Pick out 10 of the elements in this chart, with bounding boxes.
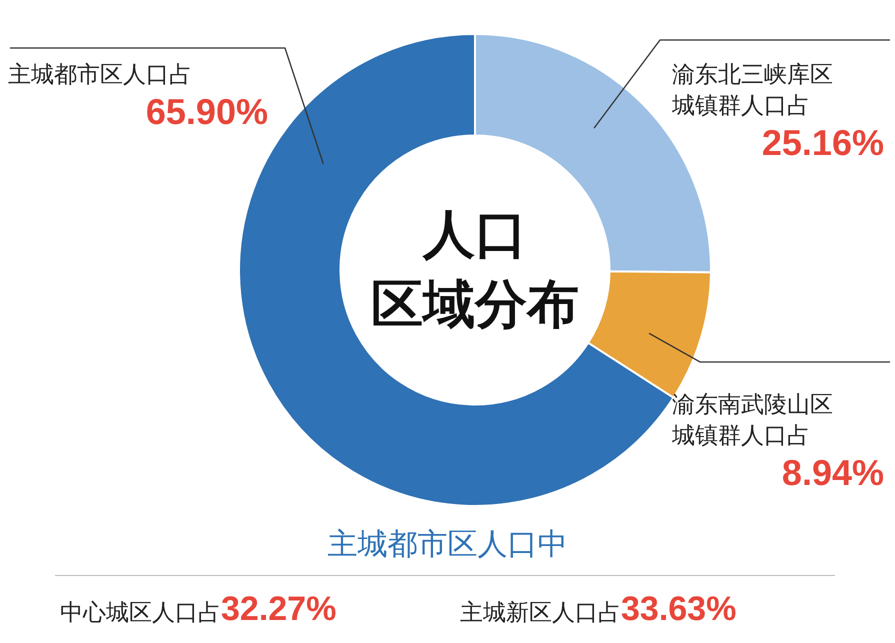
text: 主城都市区人口中 — [326, 526, 568, 564]
data-label: 25.16% — [760, 122, 884, 164]
data-label: 65.90% — [144, 91, 268, 133]
text: 主城新区人口占33.63% — [460, 590, 736, 628]
slice-label: 渝东北三峡库区城镇群人口占 — [672, 61, 834, 121]
slice-label: 渝东南武陵山区城镇群人口占 — [672, 391, 834, 451]
data-label: 8.94% — [780, 452, 884, 494]
text: 中心城区人口占32.27% — [60, 590, 336, 628]
slice-label: 主城都市区人口占 — [8, 61, 193, 90]
text: 人口区域分布 — [370, 204, 580, 337]
